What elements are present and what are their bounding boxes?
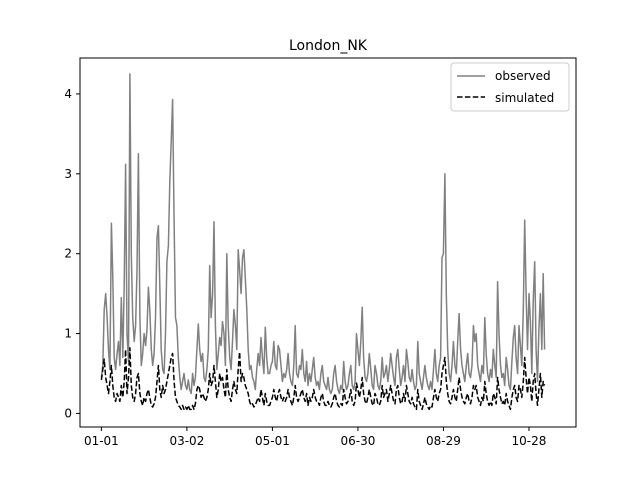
x-tick-label: 08-29 <box>426 434 461 448</box>
x-tick-label: 01-01 <box>84 434 119 448</box>
series-line-observed <box>100 73 546 395</box>
legend: observed simulated <box>450 62 570 112</box>
x-tick-label: 03-02 <box>169 434 204 448</box>
series-layer <box>100 73 546 411</box>
x-tick-label: 05-01 <box>255 434 290 448</box>
legend-label-simulated: simulated <box>495 91 554 105</box>
y-tick-label: 0 <box>64 406 72 420</box>
axes-layer: 0 1 2 3 4 01-01 03-02 05-01 06-30 08-29 10-28 <box>64 87 546 448</box>
y-tick-label: 4 <box>64 87 72 101</box>
y-tick-label: 3 <box>64 167 72 181</box>
x-tick-label: 06-30 <box>340 434 375 448</box>
y-tick-label: 2 <box>64 247 72 261</box>
plot-frame <box>79 57 577 428</box>
series-line-simulated <box>100 347 546 411</box>
legend-label-observed: observed <box>495 69 551 83</box>
legend-frame <box>450 62 570 112</box>
x-tick-label: 10-28 <box>512 434 547 448</box>
chart-title: London_NK <box>289 38 368 54</box>
y-tick-label: 1 <box>64 327 72 341</box>
